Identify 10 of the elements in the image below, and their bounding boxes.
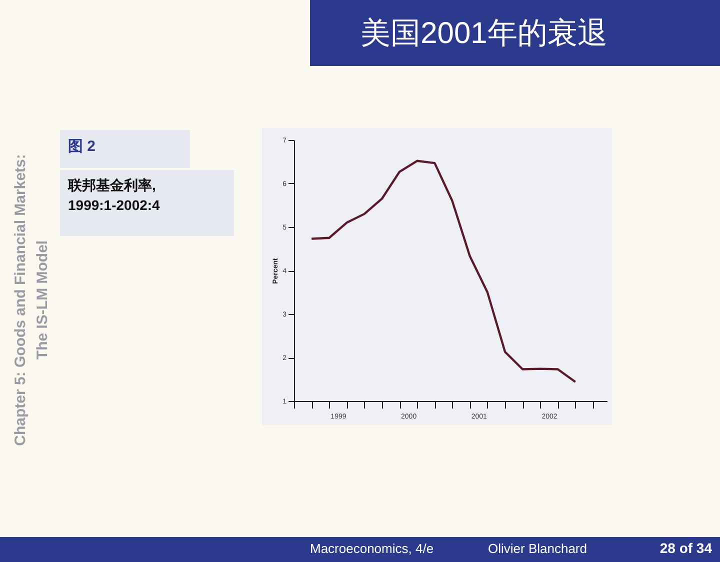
chart-title: 美国2001年的衰退 bbox=[360, 17, 608, 50]
text: 28 of 34 bbox=[660, 540, 712, 556]
text: 联邦基金利率, bbox=[67, 177, 156, 193]
text: 1999:1-2002:4 bbox=[68, 197, 160, 213]
line-series bbox=[310, 160, 576, 383]
text: The IS-LM Model bbox=[34, 240, 51, 360]
text: Chapter 5: Goods and Financial Markets: bbox=[12, 154, 29, 446]
text: Olivier Blanchard bbox=[488, 541, 587, 556]
caption: 图 2 bbox=[68, 138, 96, 155]
text: Macroeconomics, 4/e bbox=[310, 541, 434, 556]
